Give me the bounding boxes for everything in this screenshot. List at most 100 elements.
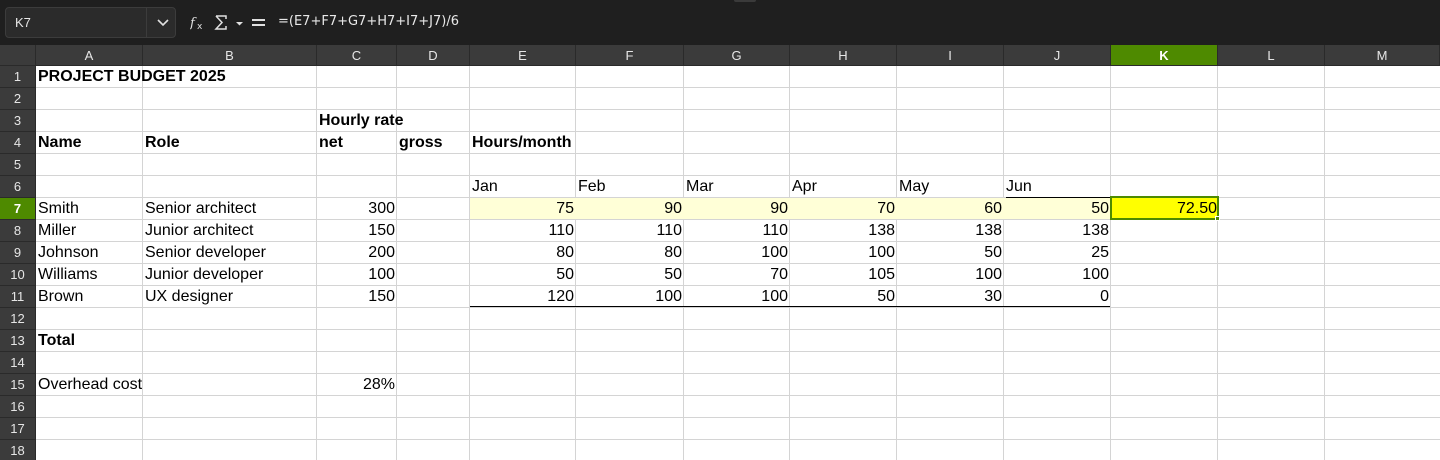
- hours-cell[interactable]: 100: [761, 244, 788, 261]
- row-header-2[interactable]: 2: [0, 88, 36, 110]
- month-header-may[interactable]: May: [899, 178, 930, 195]
- sum-icon[interactable]: [213, 14, 229, 31]
- hours-cell[interactable]: 70: [770, 266, 788, 283]
- person-net-rate[interactable]: 150: [368, 222, 395, 239]
- hours-cell[interactable]: 50: [664, 266, 682, 283]
- spreadsheet-grid[interactable]: PROJECT BUDGET 2025 Hourly rate Name Rol…: [36, 66, 1440, 460]
- person-role[interactable]: UX designer: [145, 288, 234, 305]
- row-header-6[interactable]: 6: [0, 176, 36, 198]
- hours-cell[interactable]: 138: [975, 222, 1002, 239]
- person-name[interactable]: Smith: [38, 200, 79, 217]
- row-header-5[interactable]: 5: [0, 154, 36, 176]
- column-header-f[interactable]: F: [576, 45, 684, 66]
- row-header-11[interactable]: 11: [0, 286, 36, 308]
- cell-e4-hours-header[interactable]: Hours/month: [472, 134, 572, 151]
- hours-cell[interactable]: 120: [547, 288, 574, 305]
- column-header-d[interactable]: D: [397, 45, 470, 66]
- column-header-m[interactable]: M: [1325, 45, 1440, 66]
- month-header-mar[interactable]: Mar: [686, 178, 714, 195]
- hours-cell[interactable]: 100: [1082, 266, 1109, 283]
- hours-cell[interactable]: 30: [984, 288, 1002, 305]
- hours-cell[interactable]: 80: [664, 244, 682, 261]
- hours-cell[interactable]: 110: [656, 222, 682, 239]
- person-role[interactable]: Senior architect: [145, 200, 257, 217]
- name-box-value[interactable]: K7: [15, 15, 31, 30]
- fill-handle[interactable]: [1215, 216, 1220, 221]
- hours-cell[interactable]: 60: [984, 200, 1002, 217]
- select-all-corner[interactable]: [0, 45, 36, 66]
- hours-cell[interactable]: 105: [868, 266, 895, 283]
- row-header-10[interactable]: 10: [0, 264, 36, 286]
- hours-cell[interactable]: 50: [1091, 200, 1109, 217]
- selected-cell-k7[interactable]: [1110, 196, 1219, 220]
- formula-input[interactable]: =(E7+F7+G7+H7+I7+J7)/6: [272, 7, 1434, 38]
- column-header-j[interactable]: J: [1004, 45, 1111, 66]
- row-header-16[interactable]: 16: [0, 396, 36, 418]
- person-role[interactable]: Senior developer: [145, 244, 266, 261]
- month-header-apr[interactable]: Apr: [792, 178, 817, 195]
- hours-cell[interactable]: 110: [762, 222, 788, 239]
- sum-dropdown-icon[interactable]: [235, 14, 244, 31]
- hours-cell[interactable]: 138: [868, 222, 895, 239]
- row-header-17[interactable]: 17: [0, 418, 36, 440]
- chevron-down-icon[interactable]: [156, 17, 170, 29]
- person-net-rate[interactable]: 100: [368, 266, 395, 283]
- person-role[interactable]: Junior architect: [145, 222, 254, 239]
- name-box[interactable]: K7: [5, 7, 176, 38]
- hours-cell[interactable]: 75: [556, 200, 574, 217]
- row-header-4[interactable]: 4: [0, 132, 36, 154]
- month-header-feb[interactable]: Feb: [578, 178, 606, 195]
- hours-cell[interactable]: 90: [664, 200, 682, 217]
- cell-c15-overhead-value[interactable]: 28%: [362, 376, 395, 393]
- person-name[interactable]: Brown: [38, 288, 84, 305]
- hours-cell[interactable]: 25: [1091, 244, 1109, 261]
- person-net-rate[interactable]: 150: [368, 288, 395, 305]
- row-header-13[interactable]: 13: [0, 330, 36, 352]
- cell-k7-average[interactable]: 72.50: [1176, 200, 1217, 217]
- person-net-rate[interactable]: 200: [368, 244, 395, 261]
- person-net-rate[interactable]: 300: [368, 200, 395, 217]
- column-header-e[interactable]: E: [470, 45, 576, 66]
- cell-a13-total[interactable]: Total: [38, 332, 76, 349]
- function-wizard-icon[interactable]: f x: [190, 14, 208, 31]
- cell-b4-role-header[interactable]: Role: [145, 134, 180, 151]
- column-header-g[interactable]: G: [684, 45, 790, 66]
- hours-cell[interactable]: 100: [761, 288, 788, 305]
- row-header-8[interactable]: 8: [0, 220, 36, 242]
- row-header-18[interactable]: 18: [0, 440, 36, 460]
- column-header-c[interactable]: C: [317, 45, 397, 66]
- hours-cell[interactable]: 70: [877, 200, 895, 217]
- hours-cell[interactable]: 100: [868, 244, 895, 261]
- cell-a4-name-header[interactable]: Name: [38, 134, 82, 151]
- hours-cell[interactable]: 50: [556, 266, 574, 283]
- cell-d4-gross-header[interactable]: gross: [399, 134, 443, 151]
- row-header-12[interactable]: 12: [0, 308, 36, 330]
- cell-c3-hourly-rate[interactable]: Hourly rate: [319, 112, 404, 129]
- hours-cell[interactable]: 0: [1100, 288, 1109, 305]
- column-header-l[interactable]: L: [1218, 45, 1325, 66]
- row-header-14[interactable]: 14: [0, 352, 36, 374]
- person-name[interactable]: Williams: [38, 266, 98, 283]
- formula-text[interactable]: =(E7+F7+G7+H7+I7+J7)/6: [278, 14, 459, 29]
- column-header-a[interactable]: A: [36, 45, 143, 66]
- hours-cell[interactable]: 50: [984, 244, 1002, 261]
- person-name[interactable]: Miller: [38, 222, 77, 239]
- row-header-3[interactable]: 3: [0, 110, 36, 132]
- row-header-9[interactable]: 9: [0, 242, 36, 264]
- cell-c4-net-header[interactable]: net: [319, 134, 343, 151]
- month-header-jun[interactable]: Jun: [1006, 178, 1032, 195]
- hours-cell[interactable]: 80: [556, 244, 574, 261]
- column-header-k[interactable]: K: [1111, 45, 1218, 66]
- hours-cell[interactable]: 50: [877, 288, 895, 305]
- row-header-15[interactable]: 15: [0, 374, 36, 396]
- month-header-jan[interactable]: Jan: [472, 178, 498, 195]
- formula-equals-icon[interactable]: [251, 14, 266, 31]
- row-header-7[interactable]: 7: [0, 198, 36, 220]
- hours-cell[interactable]: 110: [548, 222, 574, 239]
- person-role[interactable]: Junior developer: [145, 266, 264, 283]
- person-name[interactable]: Johnson: [38, 244, 99, 261]
- cell-a1-title[interactable]: PROJECT BUDGET 2025: [38, 68, 226, 85]
- hours-cell[interactable]: 100: [655, 288, 682, 305]
- hours-cell[interactable]: 100: [975, 266, 1002, 283]
- cell-a15-overhead-label[interactable]: Overhead cost: [38, 376, 143, 393]
